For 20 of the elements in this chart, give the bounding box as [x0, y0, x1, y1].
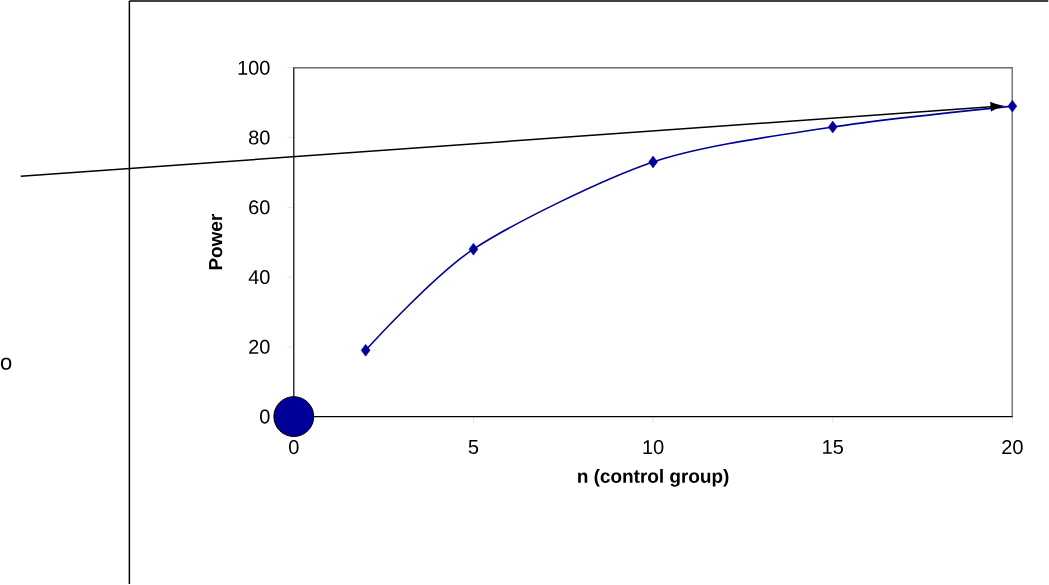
text: o	[0, 357, 12, 370]
x-tick-label: 15	[823, 440, 843, 455]
point	[468, 243, 479, 256]
point	[828, 120, 838, 134]
y-tick-label: 60	[249, 200, 270, 215]
x-tick-label: 20	[1002, 440, 1023, 455]
x-tick-label: 10	[643, 440, 664, 455]
x-tick-label: 5	[468, 440, 479, 455]
y-tick-label: 100	[238, 60, 270, 75]
y-tick-label: 80	[249, 130, 270, 145]
y-tick-label: 20	[249, 339, 270, 354]
point	[273, 396, 315, 438]
point	[1007, 100, 1018, 113]
x-tick-label: 0	[289, 440, 299, 455]
y-axis-title: Power	[209, 214, 223, 270]
point	[648, 155, 658, 169]
y-tick-label: 40	[248, 270, 270, 285]
x-axis-title: n (control group)	[578, 469, 729, 487]
y-tick-label: 0	[260, 409, 270, 424]
point	[360, 344, 371, 357]
